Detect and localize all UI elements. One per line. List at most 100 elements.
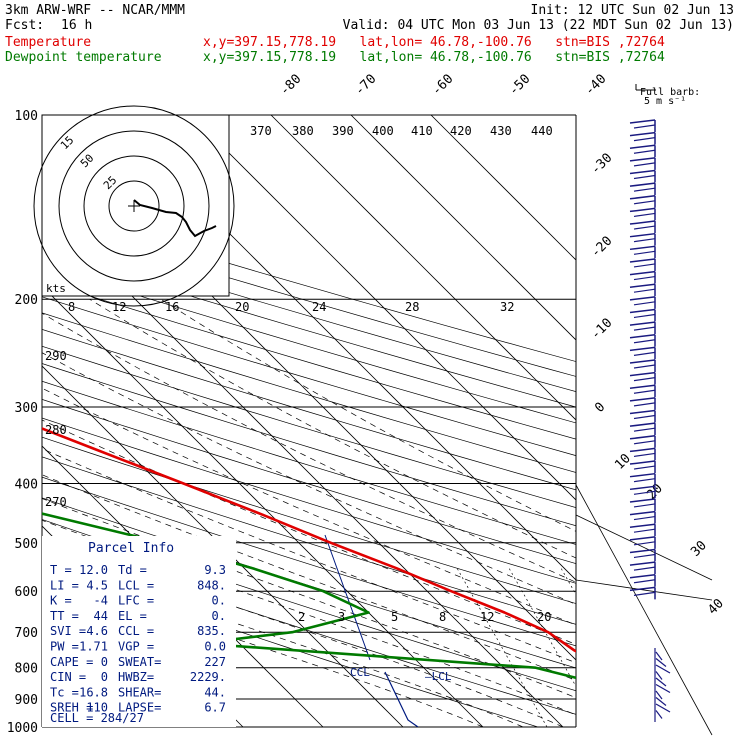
wind-barb-flag xyxy=(633,250,656,255)
wind-barb-flag xyxy=(633,162,656,167)
parcel-info-key: EL = xyxy=(118,609,147,623)
parcel-info-value: 835. xyxy=(197,624,226,638)
wind-barb-flag xyxy=(629,409,656,415)
parcel-info-value: 2229. xyxy=(190,670,226,684)
parcel-info-value: 848. xyxy=(197,578,226,592)
dry-adiabat-line xyxy=(42,280,576,440)
mixing-ratio-label: 8 xyxy=(439,610,446,624)
wind-barb-low xyxy=(655,690,663,700)
parcel-info-value: 6.7 xyxy=(204,701,226,715)
mixing-ratio-label: 3 xyxy=(338,610,345,624)
dewpoint-location: x,y=397.15,778.19 lat,lon= 46.78,-100.76… xyxy=(203,50,665,65)
mixing-ratio-label: 2 xyxy=(298,610,305,624)
wind-barb-flag xyxy=(633,402,656,407)
pressure-label: 500 xyxy=(15,537,38,552)
wind-barb-flag xyxy=(633,553,656,559)
isotherm-label: -20 xyxy=(588,234,615,261)
parcel-info-key: LFC = xyxy=(118,594,154,608)
temperature-profile-line xyxy=(42,427,576,653)
isotherm-label: 30 xyxy=(688,538,710,560)
dry-adiabat-line xyxy=(42,476,576,647)
pressure-label: 1000 xyxy=(7,721,38,736)
barb-legend-unit: 5 m s⁻¹ xyxy=(644,96,686,107)
wind-barb-flag xyxy=(633,427,656,432)
parcel-info-value: 0. xyxy=(212,594,226,608)
pressure-label: 300 xyxy=(15,401,38,416)
barb-legend-title: Full barb: xyxy=(640,87,700,98)
wind-barb-flag xyxy=(633,377,656,382)
parcel-info-value: 16.8 xyxy=(79,685,108,699)
wind-barb-flag xyxy=(629,536,656,541)
pressure-label: 400 xyxy=(15,477,38,492)
wind-barb-low xyxy=(655,710,663,719)
wind-barb-flag xyxy=(633,238,656,243)
theta-label: 370 xyxy=(250,124,272,138)
parcel-info-key: CCL = xyxy=(118,624,154,638)
isotherm-label: -50 xyxy=(506,72,533,99)
mixing-ratio-line xyxy=(456,567,548,727)
wind-barb-flag xyxy=(629,435,656,440)
isotherm-label: -80 xyxy=(277,72,304,99)
wind-barb-flag xyxy=(629,270,656,276)
parcel-path xyxy=(384,671,419,727)
wind-barb-low xyxy=(655,683,671,694)
wind-barb-flag xyxy=(633,301,656,306)
parcel-path xyxy=(324,534,371,661)
mixing-ratio-label: 12 xyxy=(480,610,494,624)
dry-adiabat-line xyxy=(42,235,576,392)
parcel-info-box xyxy=(42,536,236,727)
parcel-info-key: LI = xyxy=(50,578,79,592)
moist-adiabat-line xyxy=(42,387,576,626)
wind-barb-flag xyxy=(629,308,656,314)
dry-adiabat-line xyxy=(42,265,576,424)
wind-barb-flag xyxy=(629,523,656,528)
pressure-label: 800 xyxy=(15,662,38,677)
wind-barb-flag xyxy=(629,119,656,124)
wind-barb-flag xyxy=(629,195,656,200)
valid-time: Valid: 04 UTC Mon 03 Jun 13 (22 MDT Sun … xyxy=(342,18,734,33)
moist-adiabat-line xyxy=(42,419,576,645)
isotherm-label: 0 xyxy=(592,400,608,416)
mixing-ratio-line xyxy=(665,568,740,727)
wind-barb-flag xyxy=(633,174,656,180)
moist-adiabat-line xyxy=(89,298,576,559)
wind-barb-flag xyxy=(629,207,656,213)
wind-barb-flag xyxy=(629,548,656,554)
isotherm-line xyxy=(42,285,484,727)
pressure-label: 100 xyxy=(15,109,38,124)
parcel-info-key: Tc = xyxy=(50,685,79,699)
wind-barb-flag xyxy=(629,371,656,377)
pressure-label: 900 xyxy=(15,693,38,708)
dry-adiabat-line xyxy=(42,436,576,604)
parcel-info-value: 1.71 xyxy=(79,640,108,654)
hodograph-ring xyxy=(58,130,210,282)
theta-label: 380 xyxy=(292,124,314,138)
wind-barb-flag xyxy=(633,503,656,508)
wind-barb-flag xyxy=(633,579,656,584)
theta-label: 290 xyxy=(45,349,67,363)
wind-barb-flag xyxy=(633,490,656,495)
mixing-ratio-line xyxy=(717,568,740,727)
wind-barb-flag xyxy=(629,573,656,579)
wind-barb-flag xyxy=(629,169,656,175)
dewpoint-profile-line xyxy=(42,512,576,680)
parcel-info-key: VGP = xyxy=(118,640,154,654)
isotherm-line xyxy=(190,115,576,501)
wind-barb-flag xyxy=(629,333,656,339)
parcel-info-key: LAPSE= xyxy=(118,701,161,715)
ccl-label: CCL xyxy=(350,666,370,679)
parcel-info-key: HWBZ= xyxy=(118,670,154,684)
wind-barb-flag xyxy=(629,321,656,326)
wind-barb-flag xyxy=(633,389,656,394)
isotherm-label: -40 xyxy=(582,72,609,99)
parcel-info-title: Parcel Info xyxy=(88,541,174,556)
parcel-info-key: SREH = xyxy=(50,701,93,715)
wind-barb-flag xyxy=(633,137,656,142)
theta-label: 270 xyxy=(45,495,67,509)
mixing-ratio-label: 16 xyxy=(165,300,179,314)
wind-barb-flag xyxy=(633,528,656,533)
isotherm-label: 10 xyxy=(612,451,634,473)
wind-barb-flag xyxy=(629,510,656,516)
wind-barb-flag xyxy=(633,478,656,483)
wind-barb-flag xyxy=(629,460,656,465)
